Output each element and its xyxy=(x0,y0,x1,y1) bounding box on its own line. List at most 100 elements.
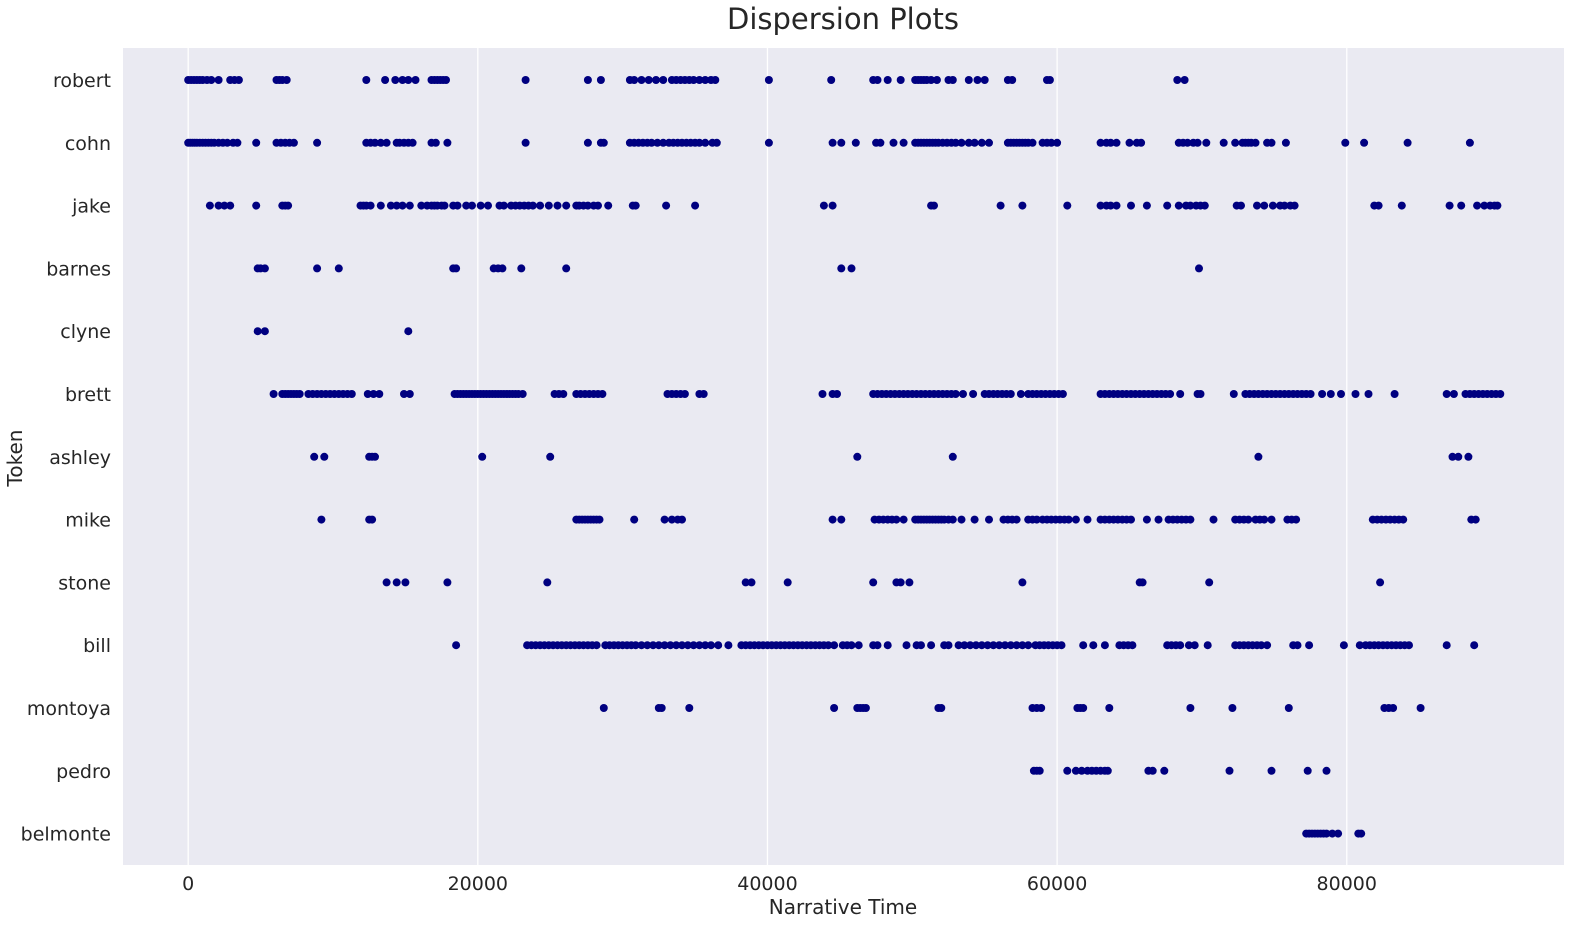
data-point xyxy=(1096,201,1105,210)
data-point xyxy=(827,76,836,84)
data-point xyxy=(404,327,413,336)
data-point xyxy=(1154,515,1163,524)
data-point xyxy=(594,201,602,210)
data-point xyxy=(833,390,841,398)
data-point xyxy=(1186,704,1195,712)
series-cohn xyxy=(184,138,1474,147)
data-point xyxy=(334,264,343,273)
data-point xyxy=(969,390,978,398)
data-point xyxy=(1079,704,1088,712)
data-point xyxy=(1334,829,1343,838)
data-point xyxy=(1267,138,1276,147)
data-point xyxy=(1360,138,1369,147)
data-point xyxy=(1253,201,1261,210)
data-point xyxy=(476,201,485,210)
data-point xyxy=(517,264,526,273)
data-point xyxy=(711,76,720,84)
data-points xyxy=(184,76,1505,838)
data-point xyxy=(1006,390,1015,398)
data-point xyxy=(1254,452,1263,461)
data-point xyxy=(1403,138,1412,147)
data-point xyxy=(1077,766,1086,775)
data-point xyxy=(701,641,710,650)
data-point xyxy=(764,76,773,84)
data-point xyxy=(1328,829,1337,838)
data-point xyxy=(995,641,1004,650)
y-tick-label-stone: stone xyxy=(58,572,111,594)
data-point xyxy=(484,201,492,210)
data-point xyxy=(1006,641,1015,650)
data-point xyxy=(972,641,980,650)
data-point xyxy=(1195,264,1203,273)
data-point xyxy=(861,704,870,712)
data-point xyxy=(1341,138,1350,147)
data-point xyxy=(1268,201,1277,210)
data-point xyxy=(964,138,973,147)
series-stone xyxy=(382,578,1385,587)
data-point xyxy=(678,515,686,524)
data-point xyxy=(417,201,426,210)
data-point xyxy=(689,76,698,84)
data-point xyxy=(1374,201,1383,210)
data-point xyxy=(1028,138,1037,147)
data-point xyxy=(1106,201,1115,210)
data-point xyxy=(376,201,385,210)
data-point xyxy=(376,138,385,147)
data-point xyxy=(889,138,898,147)
data-point xyxy=(1200,201,1209,210)
data-point xyxy=(1190,641,1199,650)
data-point xyxy=(828,515,837,524)
data-point xyxy=(1071,515,1080,524)
data-point xyxy=(1257,641,1266,650)
data-point xyxy=(371,138,379,147)
data-point xyxy=(1024,641,1033,650)
data-point xyxy=(917,641,925,650)
data-point xyxy=(966,641,975,650)
data-point xyxy=(837,138,846,147)
data-point xyxy=(405,201,414,210)
data-point xyxy=(847,264,856,273)
data-point xyxy=(1399,515,1408,524)
data-point xyxy=(1186,515,1195,524)
data-point xyxy=(951,138,960,147)
data-point xyxy=(960,641,969,650)
data-point xyxy=(1448,452,1457,461)
data-point xyxy=(462,201,471,210)
data-point xyxy=(260,327,269,336)
data-point xyxy=(989,641,998,650)
data-point xyxy=(1089,641,1098,650)
data-point xyxy=(937,704,946,712)
data-point xyxy=(252,138,261,147)
data-point xyxy=(1096,138,1105,147)
data-point xyxy=(599,704,608,712)
data-point xyxy=(1032,515,1041,524)
data-point xyxy=(828,138,837,147)
y-tick-label-ashley: ashley xyxy=(49,447,111,469)
data-point xyxy=(599,138,608,147)
data-point xyxy=(226,201,235,210)
data-point xyxy=(883,76,892,84)
data-point xyxy=(400,390,408,398)
data-point xyxy=(657,704,666,712)
data-point xyxy=(932,76,941,84)
data-point xyxy=(260,264,269,273)
x-tick-labels: 0 20000 40000 60000 80000 xyxy=(182,873,1377,895)
data-point xyxy=(313,264,322,273)
data-point xyxy=(1473,201,1482,210)
data-point xyxy=(824,641,833,650)
data-point xyxy=(954,641,963,650)
data-point xyxy=(701,76,710,84)
data-point xyxy=(699,390,708,398)
data-point xyxy=(1127,515,1135,524)
data-point xyxy=(980,76,989,84)
data-point xyxy=(876,138,885,147)
data-point xyxy=(310,452,319,461)
data-point xyxy=(930,201,938,210)
data-point xyxy=(973,76,982,84)
data-point xyxy=(1267,766,1276,775)
data-point xyxy=(595,515,604,524)
data-point xyxy=(927,76,936,84)
data-point xyxy=(528,201,537,210)
data-point xyxy=(714,641,723,650)
data-point xyxy=(1228,704,1237,712)
